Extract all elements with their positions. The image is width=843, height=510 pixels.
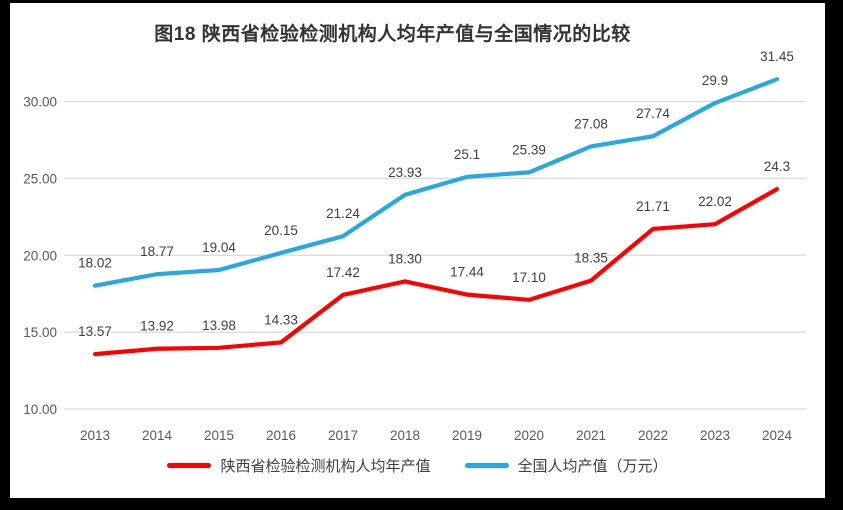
legend-line-swatch-red — [167, 463, 212, 468]
x-axis-tick-label: 2014 — [142, 428, 173, 443]
chart-canvas: 10.00 15.00 20.00 25.00 30.00 2013 2014 2015 201… — [23, 49, 806, 443]
x-axis-tick-label: 2017 — [328, 428, 358, 443]
data-label: 13.57 — [78, 324, 112, 339]
legend-item-national: 全国人均产值（万元） — [464, 455, 668, 476]
data-label: 17.10 — [512, 270, 546, 285]
data-label: 25.1 — [454, 147, 480, 162]
y-axis-tick-label: 10.00 — [23, 402, 57, 417]
x-axis-tick-label: 2022 — [638, 428, 668, 443]
data-label: 22.02 — [698, 194, 732, 209]
data-label: 18.02 — [78, 256, 112, 271]
data-label: 21.24 — [326, 206, 360, 221]
x-axis-tick-label: 2021 — [576, 428, 606, 443]
data-label: 27.08 — [574, 116, 608, 131]
x-axis-tick-label: 2019 — [452, 428, 482, 443]
data-label: 23.93 — [388, 165, 422, 180]
y-axis-tick-label: 20.00 — [23, 248, 57, 263]
data-label: 24.3 — [764, 159, 790, 174]
data-label: 18.35 — [574, 251, 608, 266]
series-line-1 — [92, 77, 780, 288]
x-axis-tick-label: 2020 — [514, 428, 544, 443]
x-axis-tick-label: 2024 — [762, 428, 793, 443]
legend-item-shaanxi: 陕西省检验检测机构人均年产值 — [167, 455, 431, 476]
chart-container: 图18 陕西省检验检测机构人均年产值与全国情况的比较 10.00 15.00 20.… — [10, 3, 825, 498]
data-label: 20.15 — [264, 223, 298, 238]
x-axis-tick-label: 2016 — [266, 428, 296, 443]
data-label: 27.74 — [636, 106, 670, 121]
data-label: 25.39 — [512, 142, 546, 157]
data-label: 17.42 — [326, 265, 360, 280]
series-line-0 — [92, 187, 780, 357]
data-label: 13.92 — [140, 319, 174, 334]
data-label: 21.71 — [636, 199, 670, 214]
x-axis-tick-label: 2023 — [700, 428, 730, 443]
data-label: 18.30 — [388, 251, 422, 266]
data-label: 14.33 — [264, 312, 298, 327]
legend-label-shaanxi: 陕西省检验检测机构人均年产值 — [220, 458, 431, 475]
x-axis-tick-label: 2018 — [390, 428, 420, 443]
legend-label-national: 全国人均产值（万元） — [517, 458, 668, 475]
y-axis-tick-label: 30.00 — [23, 95, 57, 110]
chart-title: 图18 陕西省检验检测机构人均年产值与全国情况的比较 — [154, 24, 631, 45]
data-label: 29.9 — [702, 73, 728, 88]
x-axis-tick-label: 2013 — [80, 428, 110, 443]
data-label: 13.98 — [202, 318, 236, 333]
y-axis-tick-label: 15.00 — [23, 325, 57, 340]
x-axis-tick-label: 2015 — [204, 428, 234, 443]
data-label: 31.45 — [760, 49, 794, 64]
data-label: 19.04 — [202, 240, 236, 255]
data-label: 18.77 — [140, 244, 174, 259]
legend-line-swatch-blue — [464, 463, 509, 468]
chart-legend: 陕西省检验检测机构人均年产值 全国人均产值（万元） — [10, 455, 825, 476]
data-label: 17.44 — [450, 265, 484, 280]
y-axis-tick-label: 25.00 — [23, 171, 57, 186]
